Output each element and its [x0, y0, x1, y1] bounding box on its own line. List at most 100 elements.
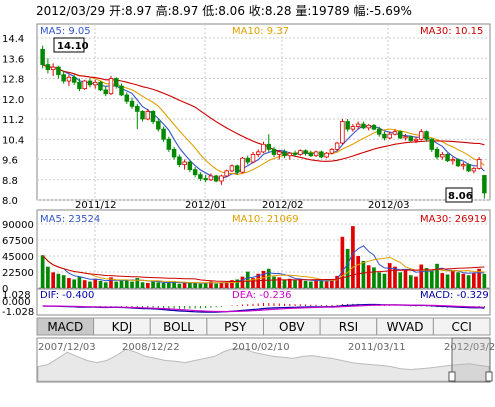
navigator-right-handle[interactable] [485, 371, 493, 382]
navigator-date-label: 2011/03/11 [348, 342, 406, 353]
candle-body [156, 121, 161, 130]
high-marker: 14.10 [53, 37, 89, 53]
volume-bar [88, 281, 92, 288]
candle-body [376, 128, 382, 135]
volume-bars [40, 226, 487, 288]
tab-obv[interactable]: OBV [263, 317, 321, 336]
tab-kdj[interactable]: KDJ [93, 317, 151, 336]
candle-body [234, 165, 240, 173]
navigator-left-handle[interactable] [448, 371, 456, 382]
candle-body [240, 157, 245, 173]
volume-bar [387, 263, 392, 288]
candle-body [313, 151, 319, 157]
volume-bar [324, 281, 329, 288]
volume-bar [119, 280, 124, 288]
candle-body [82, 80, 87, 90]
candle-body [350, 126, 356, 130]
volume-bar [172, 281, 176, 288]
volume-bar [466, 275, 471, 288]
tab-boll[interactable]: BOLL [149, 317, 208, 336]
volume-bar [67, 278, 71, 288]
candle-body [424, 131, 429, 140]
volume-bar [56, 273, 61, 288]
candle-body [256, 151, 261, 155]
candle-body [324, 152, 329, 158]
candle-body [182, 161, 187, 165]
volume-bar [140, 282, 145, 288]
volume-bar [330, 279, 334, 288]
candle-body [387, 133, 392, 139]
volume-bar [182, 283, 187, 288]
macd-legend-dea: DEA: -0.236 [232, 290, 291, 301]
candle-body [271, 148, 277, 155]
candle-body [77, 81, 82, 90]
volume-bar [245, 271, 250, 288]
volume-bar [145, 283, 150, 288]
volume-bar [93, 278, 98, 288]
candle-body [366, 124, 371, 129]
candle-body [56, 66, 61, 76]
tab-psy[interactable]: PSY [206, 317, 264, 336]
volume-bar [130, 281, 134, 288]
candle-body [261, 143, 266, 153]
candle-body [161, 128, 166, 140]
volume-bar [393, 266, 397, 288]
candle-body [177, 156, 182, 165]
macd-legend-macd: MACD: -0.329 [420, 290, 489, 301]
tab-macd[interactable]: MACD [36, 317, 95, 336]
volume-bar [377, 272, 382, 288]
volume-bar [440, 273, 445, 288]
volume-bar [398, 272, 403, 288]
volume-bar [382, 273, 387, 288]
candle-body [87, 80, 93, 86]
candle-body [408, 136, 413, 141]
navigator-window[interactable] [451, 337, 491, 383]
candle-body [50, 66, 56, 71]
volume-bar [109, 277, 113, 288]
volume-bar [214, 283, 219, 288]
candle-body [135, 105, 140, 112]
tab-cci[interactable]: CCI [432, 317, 491, 336]
volume-legend-ma10: MA10: 21069 [232, 214, 299, 225]
navigator-area [37, 347, 490, 382]
candle-body [282, 151, 287, 157]
candle-body [445, 154, 450, 162]
candle-body [329, 148, 335, 154]
volume-bar [161, 283, 166, 288]
volume-bar [298, 279, 303, 288]
volume-bar [51, 272, 55, 288]
volume-bar [456, 272, 460, 288]
price-y-axis: 14.4 13.6 12.8 12.0 11.2 10.4 9.6 8.8 8.0 [2, 34, 24, 207]
volume-bar [198, 283, 203, 288]
price-y-tick: 8.8 [2, 176, 18, 187]
volume-bar [103, 282, 108, 288]
volume-bar [230, 280, 234, 288]
candle-body [229, 165, 235, 172]
volume-bar [340, 236, 345, 288]
volume-bar [424, 268, 429, 288]
tab-label: BOLL [163, 320, 194, 334]
macd-legend-dif: DIF: -0.400 [40, 290, 94, 301]
price-x-tick: 2012/03 [368, 200, 410, 211]
volume-bar [429, 270, 434, 288]
volume-bar [403, 270, 408, 288]
tab-rsi[interactable]: RSI [319, 317, 378, 336]
volume-bar [314, 280, 318, 288]
navigator-date-label: 2008/12/22 [122, 342, 180, 353]
price-x-tick: 2011/12 [75, 200, 117, 211]
price-panel [36, 23, 491, 201]
low-marker-label: 8.06 [448, 191, 473, 202]
volume-legend-ma5: MA5: 23524 [40, 214, 100, 225]
price-y-tick: 8.0 [2, 196, 18, 207]
volume-bar [477, 268, 481, 288]
candle-body [476, 159, 482, 169]
price-x-axis: 2011/12 2012/01 2012/02 2012/03 [75, 200, 410, 211]
tab-label: OBV [279, 320, 305, 334]
volume-bar [40, 255, 45, 288]
tab-wvad[interactable]: WVAD [376, 317, 434, 336]
candle-body [187, 161, 193, 171]
price-y-tick: 9.6 [2, 156, 18, 167]
volume-bar [272, 276, 276, 288]
candle-body [103, 89, 108, 95]
